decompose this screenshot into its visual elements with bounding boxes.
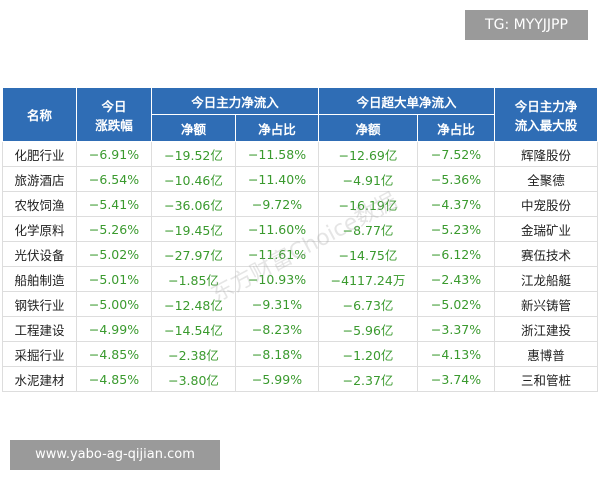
value-cell: −12.48亿 xyxy=(151,291,236,317)
value-cell: −7.52% xyxy=(417,141,496,167)
value-cell: −4.99% xyxy=(76,316,152,342)
top-stock: 中宠股份 xyxy=(494,191,599,217)
header-cell: 名称 xyxy=(2,87,77,142)
header-sub: 净额 xyxy=(318,114,419,142)
top-stock: 辉隆股份 xyxy=(494,141,599,167)
value-cell: −10.46亿 xyxy=(151,166,236,192)
table-row: 水泥建材 −4.85% −3.80亿 −5.99% −2.37亿 −3.74% 三和管桩 xyxy=(2,366,599,392)
value-cell: −5.01% xyxy=(76,266,152,292)
sector-name: 船舶制造 xyxy=(2,266,77,292)
sector-name: 农牧饲渔 xyxy=(2,191,77,217)
badge: TG: MYYJJPP xyxy=(465,10,588,40)
header-sub: 净占比 xyxy=(234,114,320,142)
top-stock: 金瑞矿业 xyxy=(494,216,599,242)
value-cell: −11.58% xyxy=(234,141,320,167)
header-group: 今日主力净流入 xyxy=(150,87,320,115)
header-line: 涨跌幅 xyxy=(95,117,133,133)
table-body: 化肥行业 −6.91% −19.52亿 −11.58% −12.69亿 −7.52% 辉隆股… xyxy=(2,141,599,392)
value-cell: −6.12% xyxy=(417,241,496,267)
value-cell: −5.41% xyxy=(76,191,152,217)
top-stock: 浙江建投 xyxy=(494,316,599,342)
value-cell: −9.31% xyxy=(234,291,320,317)
value-cell: −6.73亿 xyxy=(318,291,419,317)
top-stock: 惠博普 xyxy=(494,341,599,367)
table: 名称 今日 涨跌幅 今日主力净流入 今日超大单净流入 今日主力净 流入最大股 净额 … xyxy=(2,87,599,392)
value-cell: −4.85% xyxy=(76,366,152,392)
value-cell: −5.96亿 xyxy=(318,316,419,342)
sector-name: 钢铁行业 xyxy=(2,291,77,317)
value-cell: −3.80亿 xyxy=(151,366,236,392)
value-cell: −5.26% xyxy=(76,216,152,242)
table-row: 化肥行业 −6.91% −19.52亿 −11.58% −12.69亿 −7.52% 辉隆股… xyxy=(2,141,599,167)
value-cell: −10.93% xyxy=(234,266,320,292)
value-cell: −8.18% xyxy=(234,341,320,367)
sector-name: 光伏设备 xyxy=(2,241,77,267)
value-cell: −5.00% xyxy=(76,291,152,317)
value-cell: −14.54亿 xyxy=(151,316,236,342)
value-cell: −3.37% xyxy=(417,316,496,342)
footer-url: www.yabo-ag-qijian.com xyxy=(10,440,220,470)
table-row: 化学原料 −5.26% −19.45亿 −11.60% −8.77亿 −5.23% 金瑞矿业 xyxy=(2,216,599,242)
value-cell: −36.06亿 xyxy=(151,191,236,217)
value-cell: −27.97亿 xyxy=(151,241,236,267)
top-stock: 全聚德 xyxy=(494,166,599,192)
value-cell: −8.77亿 xyxy=(318,216,419,242)
sector-name: 化学原料 xyxy=(2,216,77,242)
table-row: 农牧饲渔 −5.41% −36.06亿 −9.72% −16.19亿 −4.37% 中宠股份 xyxy=(2,191,599,217)
header-sub: 净额 xyxy=(151,114,236,142)
value-cell: −1.85亿 xyxy=(151,266,236,292)
value-cell: −11.40% xyxy=(234,166,320,192)
value-cell: −4.37% xyxy=(417,191,496,217)
sector-name: 旅游酒店 xyxy=(2,166,77,192)
top-stock: 赛伍技术 xyxy=(494,241,599,267)
header-sub: 净占比 xyxy=(417,114,496,142)
value-cell: −4117.24万 xyxy=(318,266,419,292)
table-row: 旅游酒店 −6.54% −10.46亿 −11.40% −4.91亿 −5.36% 全聚德 xyxy=(2,166,599,192)
top-stock: 新兴铸管 xyxy=(494,291,599,317)
value-cell: −4.13% xyxy=(417,341,496,367)
header-group: 今日超大单净流入 xyxy=(318,87,496,115)
value-cell: −19.52亿 xyxy=(151,141,236,167)
value-cell: −5.99% xyxy=(234,366,320,392)
value-cell: −2.37亿 xyxy=(318,366,419,392)
value-cell: −2.43% xyxy=(417,266,496,292)
table-row: 钢铁行业 −5.00% −12.48亿 −9.31% −6.73亿 −5.02% 新兴铸管 xyxy=(2,291,599,317)
top-stock: 江龙船艇 xyxy=(494,266,599,292)
value-cell: −4.85% xyxy=(76,341,152,367)
sector-name: 工程建设 xyxy=(2,316,77,342)
value-cell: −4.91亿 xyxy=(318,166,419,192)
top-stock: 三和管桩 xyxy=(494,366,599,392)
value-cell: −1.20亿 xyxy=(318,341,419,367)
value-cell: −16.19亿 xyxy=(318,191,419,217)
value-cell: −8.23% xyxy=(234,316,320,342)
table-row: 船舶制造 −5.01% −1.85亿 −10.93% −4117.24万 −2.43% 江龙… xyxy=(2,266,599,292)
value-cell: −5.02% xyxy=(76,241,152,267)
header-line: 今日主力净 xyxy=(514,98,578,114)
table-row: 光伏设备 −5.02% −27.97亿 −11.61% −14.75亿 −6.12% 赛伍技… xyxy=(2,241,599,267)
sector-name: 化肥行业 xyxy=(2,141,77,167)
value-cell: −5.36% xyxy=(417,166,496,192)
value-cell: −12.69亿 xyxy=(318,141,419,167)
header-line: 流入最大股 xyxy=(514,117,578,133)
table-row: 采掘行业 −4.85% −2.38亿 −8.18% −1.20亿 −4.13% 惠博普 xyxy=(2,341,599,367)
header-cell: 今日主力净流入最大股 xyxy=(494,87,599,142)
value-cell: −14.75亿 xyxy=(318,241,419,267)
value-cell: −3.74% xyxy=(417,366,496,392)
value-cell: −19.45亿 xyxy=(151,216,236,242)
value-cell: −2.38亿 xyxy=(151,341,236,367)
sector-name: 采掘行业 xyxy=(2,341,77,367)
value-cell: −6.91% xyxy=(76,141,152,167)
header-cell: 今日 涨跌幅 xyxy=(76,87,152,142)
header-line: 今日 xyxy=(101,98,127,114)
value-cell: −11.60% xyxy=(234,216,320,242)
value-cell: −6.54% xyxy=(76,166,152,192)
value-cell: −5.02% xyxy=(417,291,496,317)
value-cell: −11.61% xyxy=(234,241,320,267)
table-row: 工程建设 −4.99% −14.54亿 −8.23% −5.96亿 −3.37% 浙江建投 xyxy=(2,316,599,342)
value-cell: −9.72% xyxy=(234,191,320,217)
value-cell: −5.23% xyxy=(417,216,496,242)
sector-name: 水泥建材 xyxy=(2,366,77,392)
